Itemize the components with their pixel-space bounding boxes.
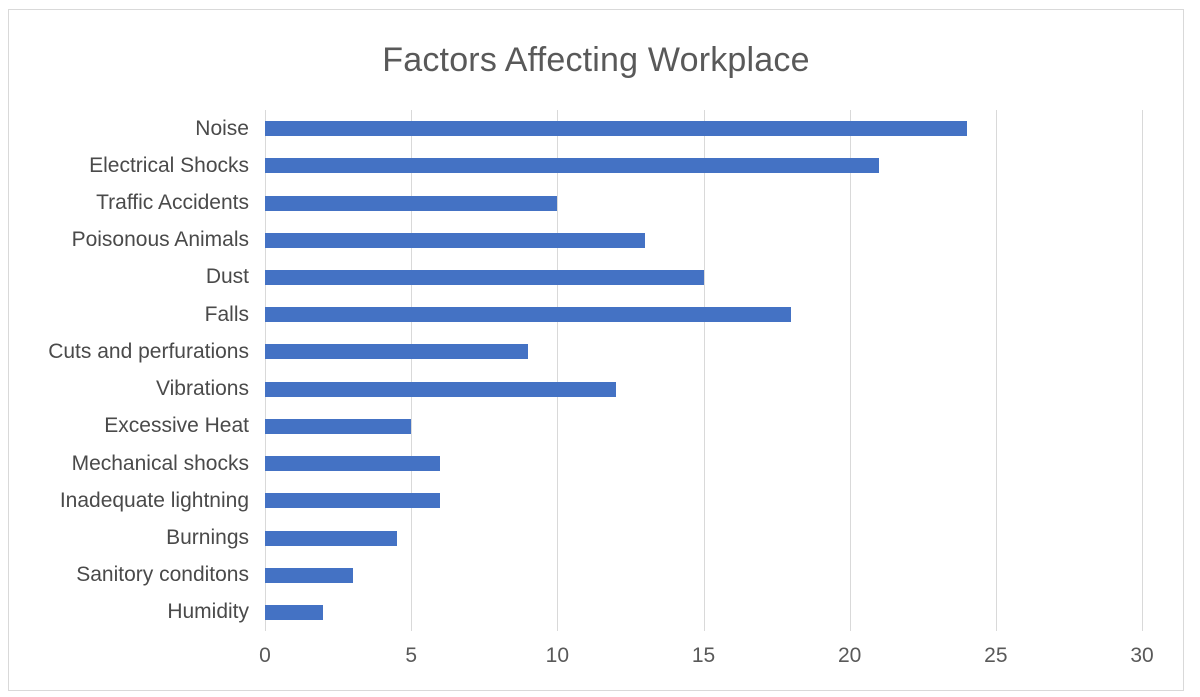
chart-title: Factors Affecting Workplace [382,41,810,79]
bar-sanitory-conditons [265,567,353,583]
vertical-gridline [265,110,266,631]
bar-humidity [265,604,324,620]
category-row: Humidity [9,594,249,631]
plot-area [265,110,1143,631]
vertical-gridline [849,110,851,631]
category-label: Cuts and perfurations [48,339,249,363]
category-label: Electrical Shocks [89,153,249,177]
x-axis-tick-label: 0 [259,644,271,667]
category-label: Sanitory conditons [76,563,249,587]
bar-row [265,557,1142,594]
category-row: Poisonous Animals [9,222,249,259]
vertical-gridline [995,110,997,631]
category-row: Dust [9,259,249,296]
category-row: Noise [9,110,249,147]
vertical-gridline [1142,110,1143,631]
bar-falls [265,307,792,323]
category-row: Electrical Shocks [9,147,249,184]
bar-row [265,445,1142,482]
category-label: Humidity [167,600,249,624]
x-axis-tick-label: 15 [691,644,716,667]
bar-row [265,371,1142,408]
bar-traffic-accidents [265,195,558,211]
vertical-gridline [411,110,413,631]
x-axis-tick-label: 30 [1130,644,1154,667]
bar-electrical-shocks [265,158,879,174]
bar-poisonous-animals [265,232,646,248]
chart-border-frame: Factors Affecting Workplace Noise Electri… [8,9,1184,691]
category-label: Burnings [166,526,249,550]
bar-row [265,296,1142,333]
bar-row [265,259,1142,296]
category-label: Poisonous Animals [71,228,249,252]
bar-burnings [265,530,397,546]
bar-excessive-heat [265,418,412,434]
category-row: Inadequate lightning [9,482,249,519]
category-row: Burnings [9,519,249,556]
bar-row [265,482,1142,519]
bar-row [265,222,1142,259]
category-label: Dust [205,265,249,289]
x-axis-tick-labels: 0 5 10 15 20 25 30 [259,644,1154,672]
bar-inadequate-lightning [265,493,441,509]
vertical-gridline [703,110,705,631]
bar-row [265,594,1142,631]
bar-row [265,147,1142,184]
bar-row [265,184,1142,221]
bar-row [265,333,1142,370]
category-row: Excessive Heat [9,408,249,445]
bar-noise [265,121,967,137]
category-axis-labels: Noise Electrical Shocks Traffic Accidents P… [9,110,249,631]
bar-mechanical-shocks [265,456,441,472]
bar-dust [265,269,704,285]
bar-series [265,110,1142,631]
category-label: Vibrations [155,377,249,401]
category-row: Sanitory conditons [9,557,249,594]
vertical-gridline [557,110,559,631]
x-axis-tick-label: 25 [984,644,1008,667]
category-row: Vibrations [9,371,249,408]
bar-row [265,519,1142,556]
category-row: Traffic Accidents [9,184,249,221]
category-row: Mechanical shocks [9,445,249,482]
category-label: Falls [204,302,249,326]
category-label: Mechanical shocks [71,451,249,475]
x-axis-tick-label: 20 [837,644,862,667]
category-row: Falls [9,296,249,333]
category-label: Traffic Accidents [96,191,249,215]
x-axis-tick-label: 10 [545,644,570,667]
category-row: Cuts and perfurations [9,333,249,370]
bar-vibrations [265,381,616,397]
x-axis-tick-label: 5 [405,644,417,667]
category-label: Noise [195,116,249,140]
bar-row [265,110,1142,147]
bar-row [265,408,1142,445]
bar-cuts-and-perfurations [265,344,529,360]
category-label: Excessive Heat [104,414,249,438]
category-label: Inadequate lightning [59,488,249,512]
